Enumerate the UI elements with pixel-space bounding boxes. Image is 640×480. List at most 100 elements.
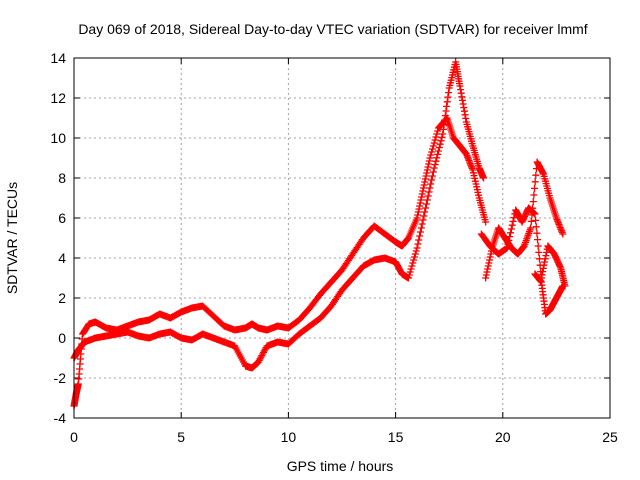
data-point (482, 218, 490, 226)
interpolated-marker (531, 178, 539, 186)
interpolated-marker (535, 248, 543, 256)
plot-frame (73, 57, 611, 419)
interpolated-marker (430, 139, 438, 147)
interpolated-marker (436, 140, 444, 148)
interpolated-marker (423, 196, 431, 204)
interpolated-marker (415, 236, 423, 244)
interpolated-marker (428, 176, 436, 184)
interpolated-marker (434, 147, 442, 155)
interpolated-marker (414, 240, 422, 248)
grid (74, 58, 610, 418)
interpolated-marker (438, 133, 446, 141)
interpolated-marker (408, 262, 416, 270)
y-tick-label: -4 (54, 410, 67, 426)
y-tick-label: 8 (58, 170, 66, 186)
interpolated-marker (527, 217, 535, 225)
interpolated-marker (429, 168, 437, 176)
interpolated-marker (433, 154, 441, 162)
interpolated-marker (422, 200, 430, 208)
data-point (430, 164, 438, 172)
interpolated-marker (534, 236, 542, 244)
data-point (531, 210, 539, 218)
interpolated-marker (429, 142, 437, 150)
interpolated-marker (434, 150, 442, 158)
interpolated-marker (533, 229, 541, 237)
interpolated-marker (426, 184, 434, 192)
data-point (404, 274, 412, 282)
interpolated-marker (504, 240, 512, 248)
series-trace-b (70, 58, 488, 372)
interpolated-marker (416, 228, 424, 236)
interpolated-marker (410, 253, 418, 261)
series-trace-d (477, 204, 569, 290)
interpolated-marker (434, 127, 442, 135)
axis-ticks: -4 -2 0 2 4 6 8 10 12 14 0 5 10 15 20 25 (50, 50, 618, 445)
interpolated-marker (532, 216, 540, 224)
x-tick-label: 20 (495, 429, 511, 445)
interpolated-marker (530, 191, 538, 199)
interpolated-marker (432, 133, 440, 141)
interpolated-marker (432, 157, 440, 165)
interpolated-marker (424, 192, 432, 200)
data-point (503, 244, 511, 252)
interpolated-marker (417, 224, 425, 232)
interpolated-marker (409, 259, 417, 267)
interpolated-marker (420, 212, 428, 220)
y-tick-label: -2 (54, 370, 67, 386)
interpolated-marker (425, 188, 433, 196)
y-axis-label: SDTVAR / TECUs (4, 182, 20, 294)
interpolated-marker (427, 180, 435, 188)
y-tick-label: 12 (50, 90, 66, 106)
data-point (480, 174, 488, 182)
series-trace-a (70, 114, 490, 410)
interpolated-marker (507, 225, 515, 233)
y-tick-label: 2 (58, 290, 66, 306)
interpolated-marker (508, 221, 516, 229)
data-point (426, 154, 434, 162)
interpolated-marker (509, 217, 517, 225)
interpolated-marker (431, 136, 439, 144)
y-tick-label: 4 (58, 250, 66, 266)
data-point (422, 204, 430, 212)
data-point (413, 244, 421, 252)
data-point (559, 282, 567, 290)
interpolated-marker (532, 171, 540, 179)
interpolated-marker (416, 232, 424, 240)
interpolated-marker (419, 216, 427, 224)
y-tick-label: 6 (58, 210, 66, 226)
data-point (527, 224, 535, 232)
interpolated-marker (437, 137, 445, 145)
interpolated-marker (411, 250, 419, 258)
interpolated-marker (506, 233, 514, 241)
interpolated-marker (431, 161, 439, 169)
x-tick-label: 0 (70, 429, 78, 445)
interpolated-marker (407, 265, 415, 273)
interpolated-marker (428, 172, 436, 180)
interpolated-marker (531, 184, 539, 192)
interpolated-marker (412, 247, 420, 255)
interpolated-marker (435, 144, 443, 152)
interpolated-marker (505, 236, 513, 244)
interpolated-marker (418, 220, 426, 228)
interpolated-marker (428, 145, 436, 153)
interpolated-marker (428, 148, 436, 156)
x-tick-label: 10 (281, 429, 297, 445)
y-tick-label: 10 (50, 130, 66, 146)
interpolated-marker (529, 198, 537, 206)
interpolated-marker (427, 151, 435, 159)
interpolated-marker (406, 268, 414, 276)
interpolated-marker (410, 256, 418, 264)
data-points (70, 58, 569, 410)
x-tick-label: 25 (602, 429, 618, 445)
y-tick-label: 0 (58, 330, 66, 346)
chart-title: Day 069 of 2018, Sidereal Day-to-day VTE… (78, 21, 587, 37)
series-trace-e (531, 270, 567, 318)
interpolated-marker (421, 208, 429, 216)
interpolated-marker (532, 223, 540, 231)
x-tick-label: 15 (388, 429, 404, 445)
x-axis-label: GPS time / hours (287, 458, 394, 474)
series-trace-c (482, 158, 567, 282)
interpolated-marker (433, 130, 441, 138)
interpolated-marker (405, 271, 413, 279)
